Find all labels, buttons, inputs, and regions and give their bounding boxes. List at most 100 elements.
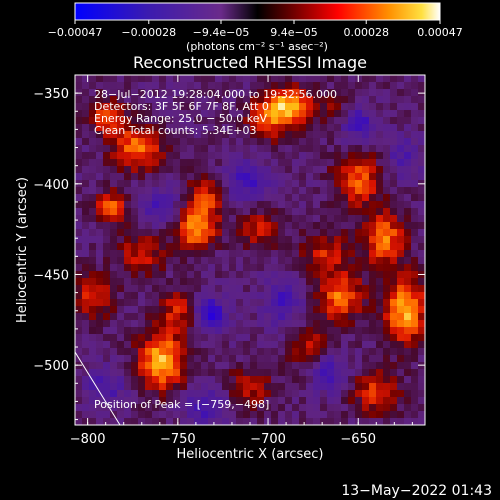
heatmap-cell — [82, 243, 90, 251]
heatmap-cell — [152, 292, 160, 300]
heatmap-cell — [320, 89, 328, 97]
heatmap-cell — [131, 292, 139, 300]
heatmap-cell — [376, 327, 384, 335]
heatmap-cell — [75, 278, 83, 286]
heatmap-cell — [411, 159, 419, 167]
heatmap-cell — [376, 236, 384, 244]
heatmap-cell — [173, 194, 181, 202]
heatmap-cell — [355, 369, 363, 377]
heatmap-cell — [89, 383, 97, 391]
heatmap-cell — [327, 96, 335, 104]
heatmap-cell — [271, 180, 279, 188]
heatmap-cell — [341, 418, 349, 426]
heatmap-cell — [264, 166, 272, 174]
heatmap-cell — [96, 215, 104, 223]
heatmap-cell — [124, 404, 132, 412]
heatmap-cell — [138, 117, 146, 125]
heatmap-cell — [236, 222, 244, 230]
heatmap-cell — [383, 362, 391, 370]
heatmap-cell — [131, 418, 139, 426]
heatmap-cell — [327, 222, 335, 230]
heatmap-cell — [243, 271, 251, 279]
heatmap-cell — [124, 152, 132, 160]
heatmap-cell — [82, 362, 90, 370]
heatmap-cell — [124, 131, 132, 139]
heatmap-cell — [173, 131, 181, 139]
heatmap-cell — [306, 152, 314, 160]
heatmap-cell — [166, 334, 174, 342]
heatmap-cell — [257, 243, 265, 251]
heatmap-cell — [110, 306, 118, 314]
heatmap-cell — [222, 229, 230, 237]
heatmap-cell — [159, 348, 167, 356]
heatmap-cell — [355, 348, 363, 356]
heatmap-cell — [75, 222, 83, 230]
heatmap-cell — [264, 278, 272, 286]
heatmap-cell — [299, 376, 307, 384]
heatmap-cell — [404, 327, 412, 335]
heatmap-cell — [159, 278, 167, 286]
heatmap-cell — [299, 187, 307, 195]
heatmap-cell — [180, 75, 188, 83]
heatmap-cell — [355, 96, 363, 104]
heatmap-cell — [271, 236, 279, 244]
heatmap-cell — [131, 159, 139, 167]
heatmap-cell — [236, 173, 244, 181]
heatmap-cell — [222, 362, 230, 370]
heatmap-cell — [82, 236, 90, 244]
heatmap-cell — [187, 131, 195, 139]
heatmap-cell — [390, 390, 398, 398]
heatmap-cell — [313, 397, 321, 405]
heatmap-cell — [355, 327, 363, 335]
heatmap-cell — [180, 103, 188, 111]
heatmap-cell — [292, 243, 300, 251]
heatmap-cell — [299, 75, 307, 83]
heatmap-cell — [348, 320, 356, 328]
heatmap-cell — [138, 313, 146, 321]
heatmap-cell — [376, 152, 384, 160]
heatmap-cell — [236, 208, 244, 216]
heatmap-cell — [362, 250, 370, 258]
heatmap-cell — [215, 117, 223, 125]
heatmap-cell — [152, 369, 160, 377]
heatmap-cell — [222, 285, 230, 293]
heatmap-cell — [208, 75, 216, 83]
heatmap-cell — [313, 208, 321, 216]
heatmap-cell — [299, 306, 307, 314]
heatmap-image — [75, 75, 426, 426]
heatmap-cell — [257, 75, 265, 83]
heatmap-cell — [292, 313, 300, 321]
heatmap-cell — [292, 89, 300, 97]
heatmap-cell — [292, 236, 300, 244]
heatmap-cell — [236, 152, 244, 160]
heatmap-cell — [194, 404, 202, 412]
heatmap-cell — [138, 271, 146, 279]
heatmap-cell — [404, 138, 412, 146]
heatmap-cell — [187, 152, 195, 160]
heatmap-cell — [397, 383, 405, 391]
heatmap-cell — [271, 397, 279, 405]
heatmap-cell — [411, 271, 419, 279]
heatmap-cell — [250, 264, 258, 272]
heatmap-cell — [390, 397, 398, 405]
heatmap-cell — [327, 299, 335, 307]
heatmap-cell — [341, 285, 349, 293]
heatmap-cell — [285, 257, 293, 265]
heatmap-cell — [306, 187, 314, 195]
heatmap-cell — [257, 411, 265, 419]
heatmap-cell — [271, 285, 279, 293]
heatmap-cell — [173, 299, 181, 307]
heatmap-cell — [159, 285, 167, 293]
heatmap-cell — [362, 187, 370, 195]
heatmap-cell — [243, 348, 251, 356]
heatmap-cell — [103, 369, 111, 377]
heatmap-cell — [404, 215, 412, 223]
heatmap-cell — [264, 180, 272, 188]
heatmap-cell — [96, 180, 104, 188]
heatmap-cell — [145, 264, 153, 272]
heatmap-cell — [320, 355, 328, 363]
heatmap-cell — [397, 250, 405, 258]
heatmap-cell — [138, 334, 146, 342]
heatmap-cell — [187, 348, 195, 356]
heatmap-cell — [327, 229, 335, 237]
